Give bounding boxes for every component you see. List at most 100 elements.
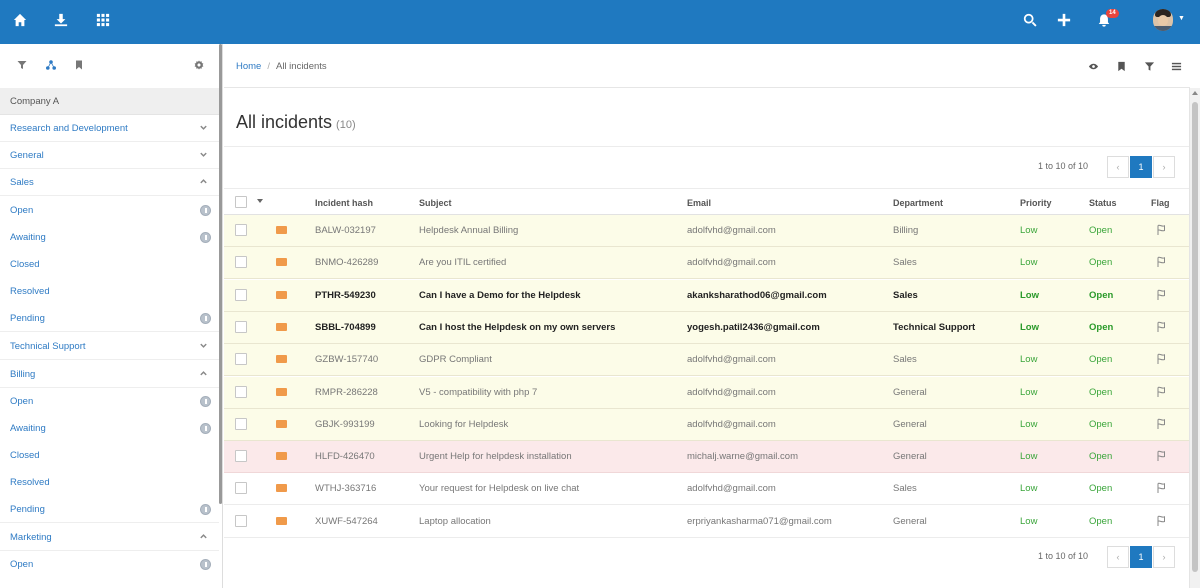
flag-icon[interactable] bbox=[1156, 224, 1167, 236]
filter-icon[interactable] bbox=[1142, 59, 1156, 73]
hierarchy-icon[interactable] bbox=[45, 59, 57, 71]
subject-cell[interactable]: Urgent Help for helpdesk installation bbox=[419, 451, 572, 462]
subject-cell[interactable]: Laptop allocation bbox=[419, 516, 491, 527]
email-cell: yogesh.patil2436@gmail.com bbox=[687, 322, 820, 333]
flag-icon[interactable] bbox=[1156, 289, 1167, 301]
row-checkbox[interactable] bbox=[235, 256, 247, 268]
subject-cell[interactable]: Looking for Helpdesk bbox=[419, 419, 509, 430]
table-row[interactable]: WTHJ-363716 Your request for Helpdesk on … bbox=[224, 473, 1189, 505]
column-header-email[interactable]: Email bbox=[687, 198, 712, 208]
sidebar-group-research-and-development[interactable]: Research and Development bbox=[0, 115, 219, 142]
subject-cell[interactable]: GDPR Compliant bbox=[419, 354, 492, 365]
download-icon[interactable] bbox=[53, 12, 69, 28]
menu-icon[interactable] bbox=[1169, 59, 1183, 73]
subject-cell[interactable]: Your request for Helpdesk on live chat bbox=[419, 483, 580, 494]
sidebar-item-billing-pending[interactable]: Pending bbox=[0, 496, 219, 523]
row-checkbox[interactable] bbox=[235, 450, 247, 462]
sidebar-scrollbar[interactable] bbox=[219, 44, 222, 504]
column-header-subject[interactable]: Subject bbox=[419, 198, 452, 208]
sidebar-item-billing-open[interactable]: Open bbox=[0, 388, 219, 415]
column-header-incident-hash[interactable]: Incident hash bbox=[315, 198, 374, 208]
sidebar-item-sales-resolved[interactable]: Resolved bbox=[10, 286, 50, 297]
row-checkbox[interactable] bbox=[235, 418, 247, 430]
sidebar-item-billing-resolved[interactable]: Resolved bbox=[10, 477, 50, 488]
gear-icon[interactable] bbox=[193, 59, 205, 71]
search-icon[interactable] bbox=[1022, 12, 1038, 28]
sidebar-group-marketing[interactable]: Marketing bbox=[0, 524, 219, 551]
column-header-flag[interactable]: Flag bbox=[1151, 198, 1170, 208]
subject-cell[interactable]: Are you ITIL certified bbox=[419, 257, 507, 268]
table-row[interactable]: XUWF-547264 Laptop allocation erpriyankash… bbox=[224, 506, 1189, 538]
flag-icon[interactable] bbox=[1156, 321, 1167, 333]
next-page-button[interactable]: › bbox=[1153, 156, 1175, 178]
avatar[interactable] bbox=[1153, 9, 1173, 31]
chevron-down-icon[interactable] bbox=[199, 123, 209, 133]
flag-icon[interactable] bbox=[1156, 482, 1167, 494]
row-checkbox[interactable] bbox=[235, 482, 247, 494]
table-row[interactable]: SBBL-704899 Can I host the Helpdesk on my… bbox=[224, 312, 1189, 344]
sidebar-group-general[interactable]: General bbox=[0, 142, 219, 169]
flag-icon[interactable] bbox=[1156, 515, 1167, 527]
next-page-button[interactable]: › bbox=[1153, 546, 1175, 568]
sidebar-item-billing-awaiting[interactable]: Awaiting bbox=[0, 415, 219, 442]
prev-page-button[interactable]: ‹ bbox=[1107, 156, 1129, 178]
subject-cell[interactable]: Can I host the Helpdesk on my own server… bbox=[419, 322, 616, 333]
sidebar-item-sales-open[interactable]: Open bbox=[0, 197, 219, 224]
plus-icon[interactable] bbox=[1056, 12, 1072, 28]
flag-icon[interactable] bbox=[1156, 450, 1167, 462]
column-header-priority[interactable]: Priority bbox=[1020, 198, 1052, 208]
row-checkbox[interactable] bbox=[235, 224, 247, 236]
eye-icon[interactable] bbox=[1086, 59, 1100, 73]
filter-icon[interactable] bbox=[16, 59, 28, 71]
page-button-1[interactable]: 1 bbox=[1130, 156, 1152, 178]
sidebar-item-sales-awaiting[interactable]: Awaiting bbox=[0, 224, 219, 251]
select-options-caret-icon[interactable] bbox=[257, 199, 263, 203]
sidebar-group-billing[interactable]: Billing bbox=[0, 361, 219, 388]
home-icon[interactable] bbox=[12, 12, 28, 28]
row-checkbox[interactable] bbox=[235, 515, 247, 527]
sidebar-item-billing-closed[interactable]: Closed bbox=[10, 450, 40, 461]
column-header-department[interactable]: Department bbox=[893, 198, 944, 208]
chevron-up-icon[interactable] bbox=[199, 532, 209, 542]
sidebar-item-marketing-open[interactable]: Open bbox=[0, 551, 219, 578]
main-scrollbar[interactable] bbox=[1189, 88, 1200, 588]
sidebar-company[interactable]: Company A bbox=[0, 88, 219, 115]
bookmark-icon[interactable] bbox=[1114, 59, 1128, 73]
page-button-1[interactable]: 1 bbox=[1130, 546, 1152, 568]
breadcrumb-home-link[interactable]: Home bbox=[236, 61, 262, 72]
bookmark-icon[interactable] bbox=[73, 59, 85, 71]
select-all-checkbox[interactable] bbox=[235, 196, 247, 208]
row-checkbox[interactable] bbox=[235, 353, 247, 365]
row-checkbox[interactable] bbox=[235, 386, 247, 398]
apps-grid-icon[interactable] bbox=[95, 12, 111, 28]
sidebar-group-sales[interactable]: Sales bbox=[0, 169, 219, 196]
flag-icon[interactable] bbox=[1156, 386, 1167, 398]
flag-icon[interactable] bbox=[1156, 256, 1167, 268]
chevron-up-icon[interactable] bbox=[199, 177, 209, 187]
subject-cell[interactable]: Can I have a Demo for the Helpdesk bbox=[419, 290, 581, 301]
subject-cell[interactable]: Helpdesk Annual Billing bbox=[419, 225, 519, 236]
row-checkbox[interactable] bbox=[235, 289, 247, 301]
chevron-down-icon[interactable] bbox=[199, 341, 209, 351]
table-row[interactable]: RMPR-286228 V5 - compatibility with php 7… bbox=[224, 377, 1189, 409]
status-cell: Open bbox=[1089, 290, 1114, 301]
sidebar-item-sales-closed[interactable]: Closed bbox=[10, 259, 40, 270]
flag-icon[interactable] bbox=[1156, 418, 1167, 430]
column-header-status[interactable]: Status bbox=[1089, 198, 1117, 208]
flag-icon[interactable] bbox=[1156, 353, 1167, 365]
table-row[interactable]: PTHR-549230 Can I have a Demo for the Hel… bbox=[224, 280, 1189, 312]
user-menu-caret-icon[interactable]: ▼ bbox=[1178, 15, 1185, 22]
sidebar-group-technical-support[interactable]: Technical Support bbox=[0, 333, 219, 360]
table-row[interactable]: HLFD-426470 Urgent Help for helpdesk inst… bbox=[224, 441, 1189, 473]
chevron-up-icon[interactable] bbox=[199, 369, 209, 379]
table-row[interactable]: BNMO-426289 Are you ITIL certified adolfvh… bbox=[224, 247, 1189, 279]
table-row[interactable]: GBJK-993199 Looking for Helpdesk adolfvhd@… bbox=[224, 409, 1189, 441]
sidebar-item-sales-pending[interactable]: Pending bbox=[0, 305, 219, 332]
bell-icon[interactable] bbox=[1096, 12, 1112, 28]
prev-page-button[interactable]: ‹ bbox=[1107, 546, 1129, 568]
subject-cell[interactable]: V5 - compatibility with php 7 bbox=[419, 387, 538, 398]
table-row[interactable]: BALW-032197 Helpdesk Annual Billing adolfv… bbox=[224, 215, 1189, 247]
row-checkbox[interactable] bbox=[235, 321, 247, 333]
chevron-down-icon[interactable] bbox=[199, 150, 209, 160]
table-row[interactable]: GZBW-157740 GDPR Compliant adolfvhd@gmail.… bbox=[224, 344, 1189, 376]
